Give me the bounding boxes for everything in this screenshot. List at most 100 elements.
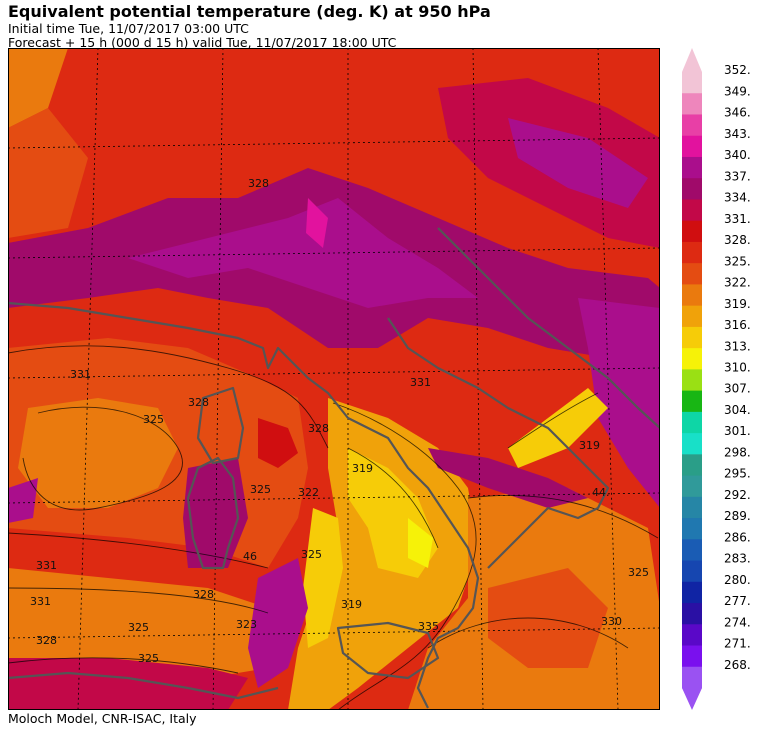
legend-label: 328.: [724, 233, 751, 247]
legend-label: 352.: [724, 63, 751, 77]
field-region-sardinia-strip: [303, 508, 343, 648]
legend-label: 283.: [724, 552, 751, 566]
legend-label: 316.: [724, 318, 751, 332]
contour-label: 44.: [592, 486, 610, 499]
legend-swatch: [682, 666, 702, 689]
legend-label: 319.: [724, 297, 751, 311]
legend-label: 274.: [724, 615, 751, 629]
legend-swatch: [682, 581, 702, 604]
legend-swatch: [682, 178, 702, 200]
legend-swatch: [682, 496, 702, 519]
legend-label: 295.: [724, 467, 751, 481]
legend-label: 280.: [724, 573, 751, 587]
legend-label: 277.: [724, 594, 751, 608]
coastline-sicily: [336, 621, 440, 680]
field-region-ne-purple: [508, 118, 648, 208]
legend-swatch: [682, 156, 702, 179]
field-region-sw-orange: [8, 568, 268, 678]
coastline-sardinia: [196, 386, 245, 465]
legend-arrow-bottom: [682, 688, 702, 710]
initial-time-label: Initial time Tue, 11/07/2017 03:00 UTC: [8, 21, 249, 36]
legend-label: 325.: [724, 254, 751, 268]
field-region-italy-band: [428, 448, 588, 508]
legend-label: 304.: [724, 403, 751, 417]
model-credit: Moloch Model, CNR-ISAC, Italy: [8, 711, 197, 726]
legend-swatch: [682, 114, 702, 137]
contour-label: 325: [628, 566, 649, 579]
field-region-red-cell: [258, 418, 298, 468]
contour-label: 325: [128, 621, 149, 634]
legend-swatch: [682, 433, 702, 455]
legend-swatch: [682, 645, 702, 668]
contour-label: 328: [308, 422, 329, 435]
contour-label: 331: [70, 368, 91, 381]
field-region-corsica-magenta: [183, 458, 248, 568]
coastline-corsica: [186, 456, 240, 570]
legend-swatch: [682, 348, 702, 370]
legend-swatch: [682, 305, 702, 328]
legend-label: 289.: [724, 509, 751, 523]
legend-swatch: [682, 454, 702, 477]
legend-swatch: [682, 263, 702, 285]
legend-swatch: [682, 220, 702, 243]
contour-label: 328: [248, 177, 269, 190]
contour-label: 319: [579, 439, 600, 452]
forecast-valid-label: Forecast + 15 h (000 d 15 h) valid Tue, …: [8, 35, 397, 50]
map-frame: [8, 48, 660, 710]
contour-label: 331: [30, 595, 51, 608]
contour-label: 331: [36, 559, 57, 572]
field-region-peak-yellow: [408, 518, 433, 568]
legend-swatch: [682, 475, 702, 498]
field-region-w-edge-magenta: [8, 478, 38, 523]
legend-swatch: [682, 539, 702, 562]
contour-label: 325: [301, 548, 322, 561]
legend-swatch: [682, 326, 702, 349]
legend-label: 298.: [724, 445, 751, 459]
legend-label: 340.: [724, 148, 751, 162]
field-region-alps-purple: [128, 198, 478, 308]
contour-label: 330: [601, 615, 622, 628]
contour-label: 335: [418, 620, 439, 633]
field-region-nw-orange: [8, 48, 68, 128]
legend-arrow-top: [682, 48, 702, 72]
coastline-italy-west: [287, 357, 480, 709]
legend-label: 322.: [724, 276, 751, 290]
coastline-italy-east: [387, 317, 610, 569]
contour-label: 328: [36, 634, 57, 647]
legend-swatch: [682, 560, 702, 583]
contour-label: 331: [410, 376, 431, 389]
contour-label: 319: [352, 462, 373, 475]
legend-label: 334.: [724, 191, 751, 205]
legend-label: 337.: [724, 169, 751, 183]
legend-label: 343.: [724, 127, 751, 141]
field-region-e-magenta: [578, 298, 660, 508]
theta-e-map: 331 325 328 328 319 325 322 331 331 328 325 328 323 3…: [8, 48, 660, 710]
legend-label: 301.: [724, 424, 751, 438]
legend-label: 307.: [724, 382, 751, 396]
color-legend-labels: 352. 349. 346. 343. 340. 337. 334. 331. 328. 325.…: [724, 63, 751, 672]
legend-label: 286.: [724, 530, 751, 544]
contour-label: 322: [298, 486, 319, 499]
legend-swatch: [682, 72, 702, 94]
contour-label: 328: [193, 588, 214, 601]
color-legend: 352. 349. 346. 343. 340. 337. 334. 331. 328. 325.…: [682, 48, 751, 710]
field-region-se-red: [488, 568, 608, 668]
legend-label: 331.: [724, 212, 751, 226]
field-region-s-red-band: [8, 658, 248, 710]
coastline-france: [8, 301, 289, 370]
legend-label: 268.: [724, 658, 751, 672]
contour-label-group: 331 325 328 328 319 325 322 331 331 328 325 328 323 3…: [30, 177, 649, 665]
map-title: Equivalent potential temperature (deg. K…: [8, 2, 491, 21]
coastline-balkans: [437, 227, 660, 429]
field-region-adriatic-streak: [508, 388, 608, 468]
coastlines: [8, 227, 660, 709]
legend-label: 346.: [724, 106, 751, 120]
legend-swatch: [682, 369, 702, 392]
contour-label: 319: [341, 598, 362, 611]
legend-swatch: [682, 390, 702, 413]
field-region-sicily-magenta: [248, 558, 308, 688]
legend-label: 292.: [724, 488, 751, 502]
legend-swatch: [682, 284, 702, 307]
contour-label: 325: [250, 483, 271, 496]
field-region-w-orange-cell: [18, 398, 178, 508]
